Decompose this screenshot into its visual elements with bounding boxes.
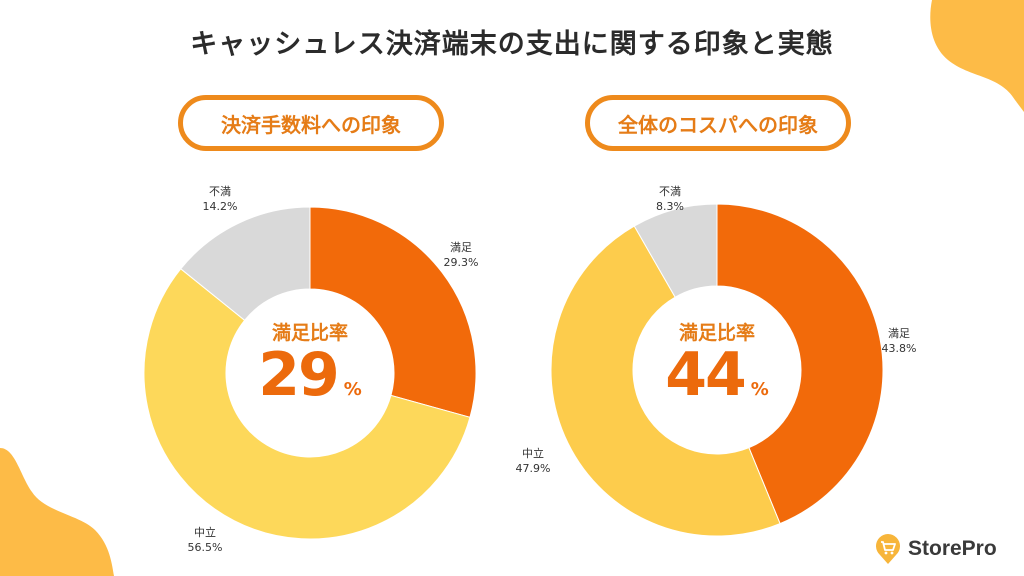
donut-hole	[226, 289, 394, 457]
center-unit: %	[343, 379, 362, 400]
center-caption: 満足比率	[678, 322, 755, 344]
donut-slice-dissatisfied	[180, 206, 311, 321]
slice-label-neutral: 中立 56.5%	[187, 526, 223, 554]
brand-logo: StorePro	[874, 533, 997, 565]
brand-name: StorePro	[908, 537, 997, 560]
center-value: 29	[258, 340, 339, 410]
center-readout-fees: 満足比率 29%	[240, 318, 380, 405]
slice-label-satisfied: 満足 43.8%	[881, 327, 917, 355]
slice-label-dissatisfied: 不満 8.3%	[656, 185, 684, 213]
donut-hole	[633, 286, 801, 454]
chart-title-cost-performance: 全体のコスパへの印象	[618, 112, 818, 137]
slice-label-dissatisfied: 不満 14.2%	[202, 185, 238, 213]
slice-label-neutral: 中立 47.9%	[515, 447, 551, 475]
center-value: 44	[665, 340, 746, 410]
chart-title-fees: 決済手数料への印象	[221, 112, 401, 137]
slice-label-satisfied: 満足 29.3%	[443, 241, 479, 269]
page-title: キャッシュレス決済端末の支出に関する印象と実態	[190, 29, 834, 60]
center-readout-cost-performance: 満足比率 44%	[647, 318, 787, 405]
center-unit: %	[750, 379, 769, 400]
chart-title-pill-cost-performance: 全体のコスパへの印象	[585, 95, 851, 151]
center-caption: 満足比率	[271, 322, 348, 344]
chart-title-pill-fees: 決済手数料への印象	[178, 95, 444, 151]
shopping-cart-pin-icon	[876, 534, 900, 564]
